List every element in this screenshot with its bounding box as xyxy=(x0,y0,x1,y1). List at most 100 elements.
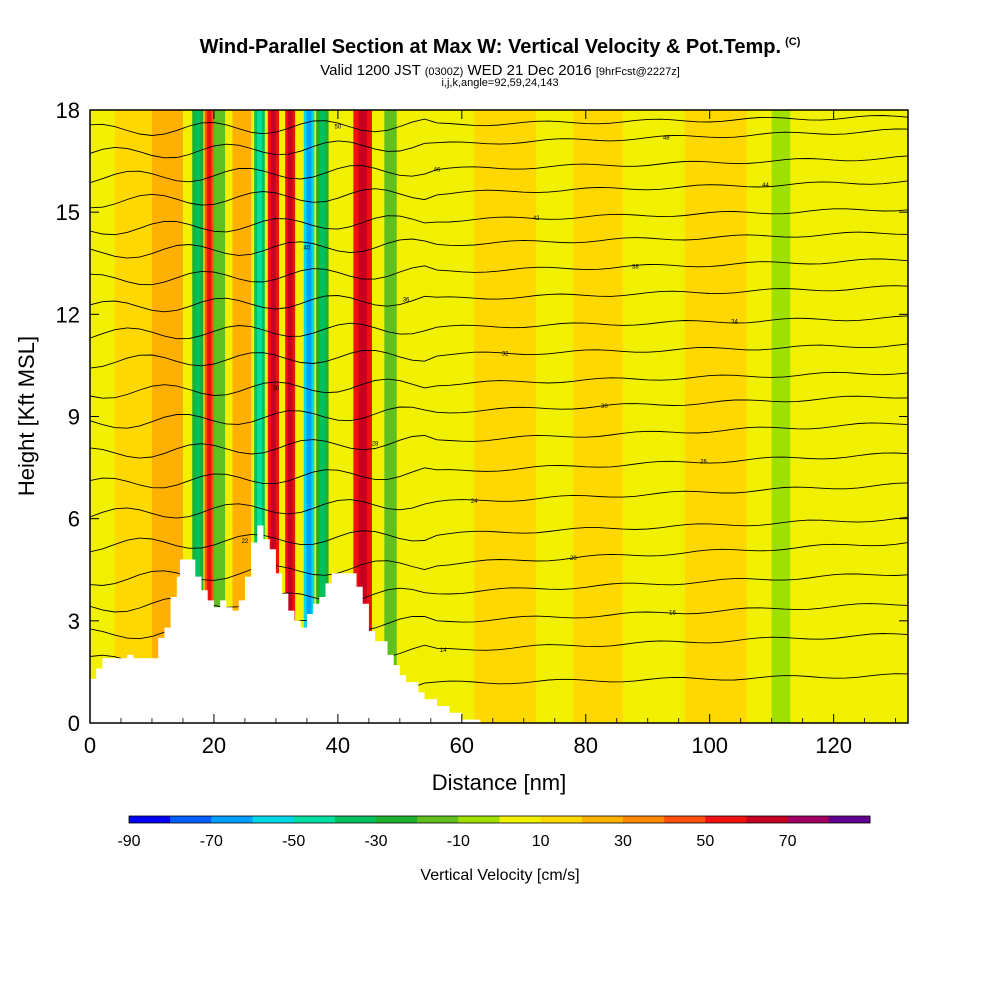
colorbar-swatch xyxy=(170,816,212,823)
colorbar-label: -30 xyxy=(364,833,387,850)
valid-utc: (0300Z) xyxy=(424,66,464,78)
w-column-16 xyxy=(771,110,791,723)
colorbar-label: -50 xyxy=(282,833,305,850)
theta-contour-label-9: 30 xyxy=(601,404,608,410)
w-column-core-7 xyxy=(270,110,276,723)
theta-contour-label-2: 16 xyxy=(669,611,676,617)
x-tick-label: 80 xyxy=(574,733,598,758)
colorbar-label: -90 xyxy=(117,833,140,850)
colorbar-swatch xyxy=(828,816,871,823)
y-tick-label: 18 xyxy=(56,98,80,123)
w-column-core-9 xyxy=(306,110,312,723)
w-column-5 xyxy=(232,110,252,723)
w-column-14 xyxy=(573,110,623,723)
theta-contour-label-7: 26 xyxy=(700,460,707,466)
w-column-core-6 xyxy=(257,110,262,723)
colorbar-swatch xyxy=(581,816,624,823)
theta-contour-label-20: 50 xyxy=(335,124,342,130)
theta-contour-11 xyxy=(90,343,908,369)
y-tick-label: 9 xyxy=(68,405,80,430)
w-column-12 xyxy=(384,110,397,723)
theta-contour-label-17: 44 xyxy=(762,183,769,189)
w-column-core-11 xyxy=(358,110,367,723)
chart-subtitle: Valid 1200 JST (0300Z) WED 21 Dec 2016 [… xyxy=(0,62,1000,79)
w-column-4 xyxy=(213,110,226,723)
theta-contour-label-13: 36 xyxy=(403,298,410,304)
colorbar-label: 30 xyxy=(614,833,632,850)
forecast-info: [9hrFcst@2227z] xyxy=(595,66,680,78)
x-tick-label: 40 xyxy=(326,733,350,758)
colorbar-swatch xyxy=(623,816,665,823)
theta-contour-label-12: 34 xyxy=(731,319,738,325)
colorbar-label: 70 xyxy=(779,833,797,850)
theta-contour-6 xyxy=(90,482,908,519)
y-axis-label: Height [Kft MSL] xyxy=(14,336,39,496)
theta-contour-7 xyxy=(90,452,908,489)
chart-title: Wind-Parallel Section at Max W: Vertical… xyxy=(0,36,1000,59)
x-tick-label: 100 xyxy=(691,733,728,758)
x-axis-label: Distance [nm] xyxy=(432,770,567,795)
colorbar-label: -70 xyxy=(200,833,223,850)
theta-contour-label-16: 42 xyxy=(533,216,540,222)
theta-contour-label-14: 38 xyxy=(632,265,639,271)
chart-title-text: Wind-Parallel Section at Max W: Vertical… xyxy=(199,36,782,58)
colorbar-label: 10 xyxy=(532,833,550,850)
theta-contour-label-8: 28 xyxy=(372,441,379,447)
x-tick-label: 120 xyxy=(815,733,852,758)
theta-contour-16 xyxy=(90,208,908,236)
w-column-core-3 xyxy=(207,110,212,723)
y-tick-label: 15 xyxy=(56,200,80,225)
theta-contour-label-1: 14 xyxy=(440,648,447,654)
colorbar-label: -10 xyxy=(447,833,470,850)
w-column-0 xyxy=(114,110,152,723)
w-column-core-8 xyxy=(287,110,293,723)
w-column-15 xyxy=(684,110,747,723)
theta-contour-label-15: 40 xyxy=(304,246,311,252)
theta-contour-15 xyxy=(90,231,908,259)
x-axis: 0 20 40 60 80 100 120 xyxy=(84,110,897,758)
theta-contour-label-4: 20 xyxy=(570,556,577,562)
colorbar-swatch xyxy=(417,816,459,823)
theta-contour-20 xyxy=(90,115,908,136)
colorbar-swatch xyxy=(458,816,500,823)
theta-contour-label-18: 46 xyxy=(434,167,441,173)
section-params: i,j,k,angle=92,59,24,143 xyxy=(441,77,559,89)
colorbar-swatch xyxy=(129,816,171,823)
theta-contour-18 xyxy=(90,155,908,184)
theta-contour-19 xyxy=(90,128,908,159)
colorbar-swatch xyxy=(664,816,706,823)
theta-contour-label-10: 30 xyxy=(273,386,280,392)
theta-contour-14 xyxy=(90,258,908,286)
theta-contour-12 xyxy=(90,315,908,340)
x-tick-label: 20 xyxy=(202,733,226,758)
theta-contour-label-5: 22 xyxy=(242,539,249,545)
y-tick-label: 6 xyxy=(68,507,80,532)
theta-contour-4 xyxy=(90,542,908,586)
colorbar-swatch xyxy=(705,816,747,823)
theta-contour-17 xyxy=(90,180,908,209)
x-tick-label: 0 xyxy=(84,733,96,758)
y-tick-label: 0 xyxy=(68,711,80,736)
colorbar-swatch xyxy=(293,816,336,823)
colorbar-swatch xyxy=(499,816,542,823)
theta-contour-10 xyxy=(90,371,908,399)
y-tick-label: 3 xyxy=(68,609,80,634)
valid-date: WED 21 Dec 2016 xyxy=(467,62,592,79)
colorbar-swatch xyxy=(211,816,253,823)
theta-contour-8 xyxy=(90,422,908,459)
colorbar-swatch xyxy=(540,816,583,823)
colorbar-label: 50 xyxy=(696,833,714,850)
theta-contour-label-11: 32 xyxy=(502,351,509,357)
w-column-13 xyxy=(474,110,537,723)
copyright-mark: (C) xyxy=(785,36,801,49)
y-tick-label: 12 xyxy=(56,302,80,327)
theta-contour-5 xyxy=(90,516,908,553)
colorbar: -90 -70 -50 -30 -10 10 30 50 70 xyxy=(117,815,871,850)
terrain-mask xyxy=(90,525,481,723)
colorbar-frame xyxy=(128,815,871,824)
vertical-velocity-field xyxy=(114,110,791,723)
colorbar-title: Vertical Velocity [cm/s] xyxy=(420,867,579,884)
valid-prefix: Valid 1200 JST xyxy=(320,62,421,79)
colorbar-swatch xyxy=(746,816,789,823)
theta-contour-13 xyxy=(90,285,908,313)
